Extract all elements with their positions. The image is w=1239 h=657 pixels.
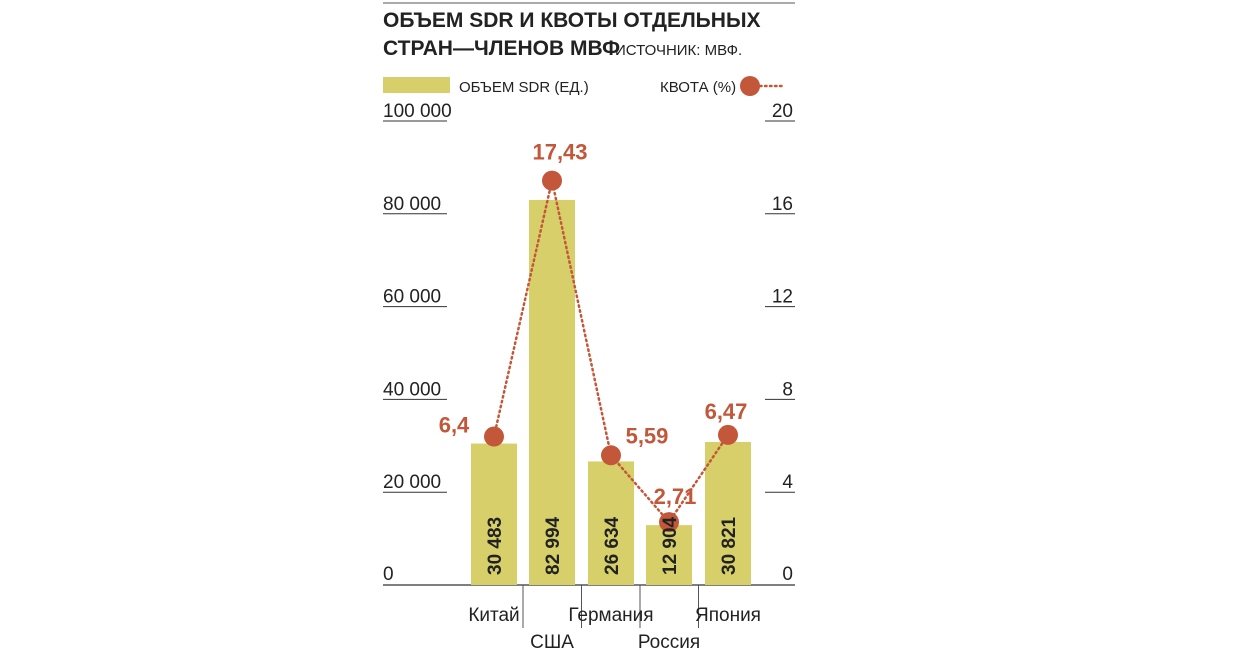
left-tick-label: 80 000 — [383, 194, 441, 215]
chart-title-line1: ОБЪЕМ SDR И КВОТЫ ОТДЕЛЬНЫХ — [383, 9, 761, 32]
quota-point — [718, 424, 738, 445]
category-label: Германия — [568, 605, 653, 626]
left-tick-label: 40 000 — [383, 379, 441, 400]
bar-value-label: 82 994 — [543, 516, 564, 575]
right-tick-label: 4 — [782, 472, 793, 493]
legend-quota-label: КВОТА (%) — [660, 79, 736, 96]
quota-value-label: 2,71 — [654, 484, 697, 509]
right-tick-label: 12 — [772, 287, 793, 308]
right-tick-label: 8 — [782, 379, 793, 400]
category-label: Япония — [695, 605, 761, 626]
quota-point — [659, 512, 679, 533]
quota-value-label: 6,4 — [439, 413, 470, 438]
chart-source: ИСТОЧНИК: МВФ. — [615, 42, 742, 59]
bar-value-label: 30 483 — [485, 517, 506, 575]
category-label: США — [530, 632, 574, 653]
left-tick-label: 0 — [383, 564, 394, 585]
quota-point — [601, 445, 621, 466]
right-tick-label: 20 — [772, 101, 793, 122]
bar-value-label: 26 634 — [602, 516, 623, 575]
legend-bar-label: ОБЪЕМ SDR (ЕД.) — [459, 79, 589, 96]
bar-value-label: 30 821 — [719, 516, 740, 575]
category-labels: Китай США Германия Россия Япония — [468, 605, 761, 653]
quota-point — [542, 170, 562, 191]
left-tick-label: 100 000 — [383, 101, 452, 122]
category-label: Россия — [638, 632, 700, 653]
bar-value-label: 12 904 — [660, 516, 681, 575]
right-tick-label: 0 — [782, 564, 793, 585]
axes: 0 20 000 40 000 60 000 80 000 100 000 0 4 8 12 16 2… — [383, 101, 795, 628]
data-labels: 30 483 82 994 26 634 12 904 30 821 6,4 17,43 5,… — [439, 140, 748, 575]
left-tick-label: 60 000 — [383, 287, 441, 308]
bar — [529, 199, 575, 585]
quota-polyline — [492, 180, 730, 525]
right-tick-label: 16 — [772, 194, 793, 215]
quota-value-label: 6,47 — [705, 399, 748, 424]
quota-value-label: 17,43 — [532, 140, 587, 165]
chart-title-line2: СТРАН—ЧЛЕНОВ МВФ — [383, 37, 620, 60]
bar — [588, 461, 634, 585]
bar — [705, 441, 751, 585]
category-label: Китай — [468, 605, 519, 626]
bar — [646, 525, 692, 585]
legend-quota-marker — [740, 76, 760, 96]
left-tick-label: 20 000 — [383, 472, 441, 493]
quota-points — [484, 170, 738, 533]
legend-bar-swatch — [383, 77, 450, 93]
bar — [471, 443, 517, 585]
bars — [471, 199, 751, 585]
quota-point — [484, 426, 504, 447]
quota-line — [492, 180, 730, 525]
quota-value-label: 5,59 — [626, 423, 669, 448]
